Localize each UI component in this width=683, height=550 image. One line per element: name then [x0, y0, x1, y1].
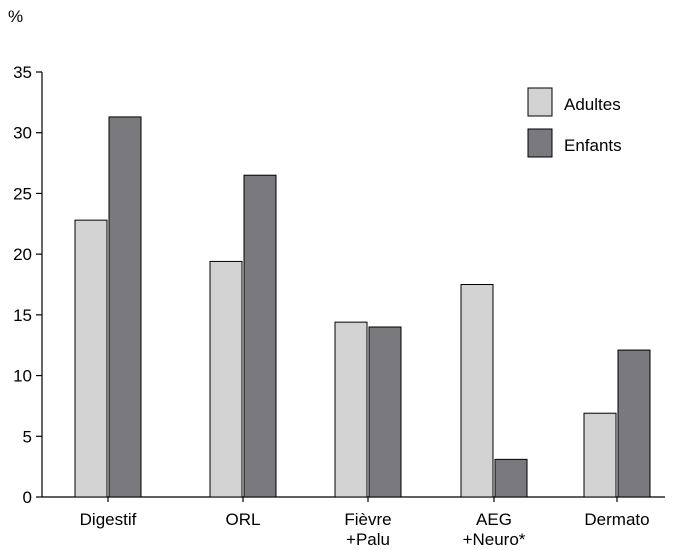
- y-tick-label: 0: [23, 488, 32, 507]
- y-tick-label: 15: [13, 306, 32, 325]
- x-tick-label-line: Dermato: [584, 510, 649, 529]
- y-tick-label: 35: [13, 63, 32, 82]
- y-tick-label: 20: [13, 245, 32, 264]
- x-tick-label: ORL: [226, 510, 261, 529]
- x-tick-label: Dermato: [584, 510, 649, 529]
- bar-enfants-3: [494, 458, 528, 498]
- y-tick-label: 25: [13, 184, 32, 203]
- legend-swatch-enfants: [527, 128, 553, 158]
- bar-adultes-2: [334, 321, 368, 498]
- bar-enfants-2: [368, 326, 402, 498]
- x-tick-label-line: +Palu: [346, 530, 390, 549]
- x-tick-label-line: Fièvre: [344, 510, 391, 529]
- x-tick-label-line: Digestif: [80, 510, 137, 529]
- legend-swatch-adultes: [527, 87, 553, 117]
- bar-enfants-4: [617, 349, 651, 498]
- legend-label-enfants: Enfants: [564, 136, 622, 155]
- bar-adultes-3: [460, 284, 494, 498]
- x-tick-label: Digestif: [80, 510, 137, 529]
- bar-enfants-0: [108, 116, 142, 498]
- x-tick-label-line: +Neuro*: [463, 530, 526, 549]
- bar-adultes-1: [209, 260, 243, 498]
- bar-adultes-4: [583, 412, 617, 498]
- y-tick-label: 10: [13, 367, 32, 386]
- y-tick-label: 30: [13, 124, 32, 143]
- y-axis-label: %: [8, 7, 23, 26]
- y-tick-label: 5: [23, 427, 32, 446]
- x-tick-label-line: ORL: [226, 510, 261, 529]
- legend-label-adultes: Adultes: [564, 95, 621, 114]
- x-tick-label-line: AEG: [476, 510, 512, 529]
- x-tick-label: Fièvre +Palu: [344, 510, 391, 549]
- x-tick-label: AEG +Neuro*: [463, 510, 526, 549]
- legend: Adultes Enfants: [527, 87, 622, 158]
- bar-adultes-0: [74, 219, 108, 498]
- bar-enfants-1: [243, 174, 277, 498]
